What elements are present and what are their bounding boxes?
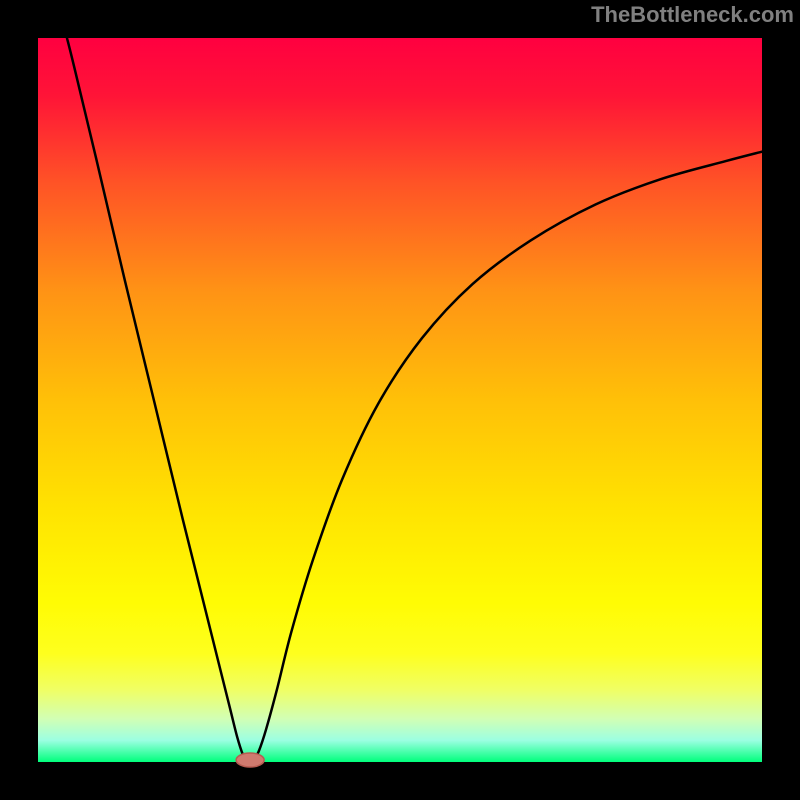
watermark-text: TheBottleneck.com [591, 2, 794, 28]
optimal-point-marker [236, 753, 264, 767]
chart-svg [0, 0, 800, 800]
bottleneck-chart: TheBottleneck.com [0, 0, 800, 800]
